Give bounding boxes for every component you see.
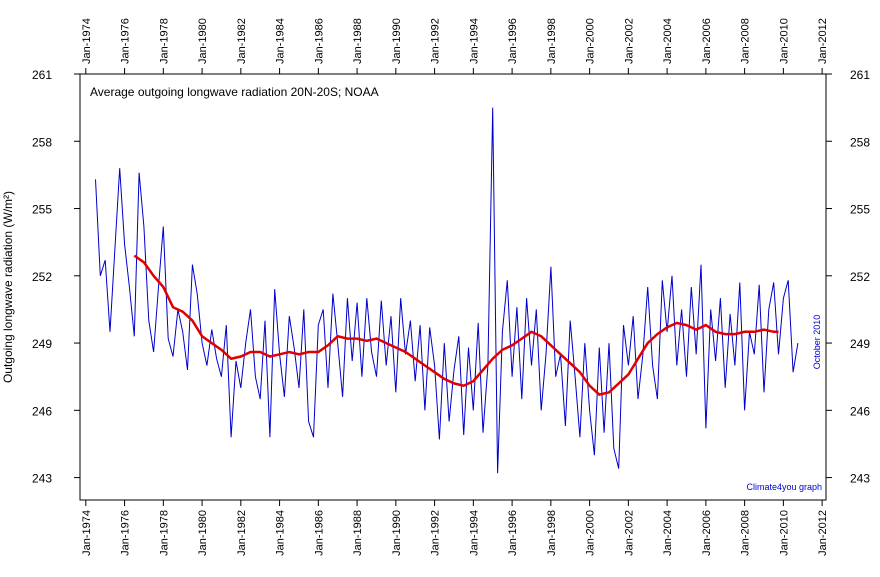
data-line [133,254,779,396]
y-tick-label: 249 [32,337,52,351]
date-annotation: October 2010 [812,315,822,370]
x-tick-label: Jan-1990 [391,510,403,556]
y-axis-label: Outgoing longwave radiation (W/m²) [1,191,15,383]
x-top-tick-label: Jan-2002 [623,18,635,64]
y2-tick-label: 255 [850,203,870,217]
x-tick-label: Jan-1986 [313,510,325,556]
x-tick-label: Jan-2008 [740,510,752,556]
credit: Climate4you graph [746,482,822,492]
y2-tick-label: 246 [850,404,870,418]
chart-title: Average outgoing longwave radiation 20N-… [90,85,379,99]
x-top-tick-label: Jan-2000 [585,18,597,64]
x-top-tick-label: Jan-1976 [120,18,132,64]
y2-tick-label: 249 [850,337,870,351]
x-top-tick-label: Jan-1984 [275,18,287,64]
y2-tick-label: 252 [850,270,870,284]
y2-tick-label: 258 [850,135,870,149]
x-top-tick-label: Jan-2006 [701,18,713,64]
x-tick-label: Jan-1982 [236,510,248,556]
x-tick-label: Jan-2012 [817,510,829,556]
x-top-tick-label: Jan-1990 [391,18,403,64]
x-top-tick-label: Jan-1986 [313,18,325,64]
x-tick-label: Jan-1974 [81,510,93,556]
y-tick-label: 255 [32,203,52,217]
x-top-tick-label: Jan-1982 [236,18,248,64]
data-line [95,107,799,474]
x-top-tick-label: Jan-1998 [546,18,558,64]
x-top-tick-label: Jan-2012 [817,18,829,64]
x-top-tick-label: Jan-1978 [158,18,170,64]
x-tick-label: Jan-1998 [546,510,558,556]
x-tick-label: Jan-1978 [158,510,170,556]
y-tick-label: 261 [32,68,52,82]
x-top-tick-label: Jan-2008 [740,18,752,64]
y-tick-label: 243 [32,472,52,486]
x-tick-label: Jan-1994 [468,510,480,556]
x-top-tick-label: Jan-1996 [507,18,519,64]
y2-tick-label: 261 [850,68,870,82]
y2-tick-label: 243 [850,472,870,486]
x-tick-label: Jan-2000 [585,510,597,556]
plot-frame [79,73,827,501]
x-tick-label: Jan-1984 [275,510,287,556]
x-top-tick-label: Jan-1974 [81,18,93,64]
x-top-tick-label: Jan-1994 [468,18,480,64]
x-tick-label: Jan-1996 [507,510,519,556]
x-top-tick-label: Jan-2010 [778,18,790,64]
x-tick-label: Jan-2004 [662,510,674,556]
y-tick-label: 252 [32,270,52,284]
x-top-tick-label: Jan-2004 [662,18,674,64]
x-top-tick-label: Jan-1992 [430,18,442,64]
x-tick-label: Jan-2006 [701,510,713,556]
x-tick-label: Jan-1980 [197,510,209,556]
y-tick-label: 258 [32,135,52,149]
x-top-tick-label: Jan-1980 [197,18,209,64]
y-tick-label: 246 [32,404,52,418]
x-tick-label: Jan-2002 [623,510,635,556]
x-top-tick-label: Jan-1988 [352,18,364,64]
x-tick-label: Jan-1976 [120,510,132,556]
x-tick-label: Jan-1992 [430,510,442,556]
x-tick-label: Jan-2010 [778,510,790,556]
x-tick-label: Jan-1988 [352,510,364,556]
